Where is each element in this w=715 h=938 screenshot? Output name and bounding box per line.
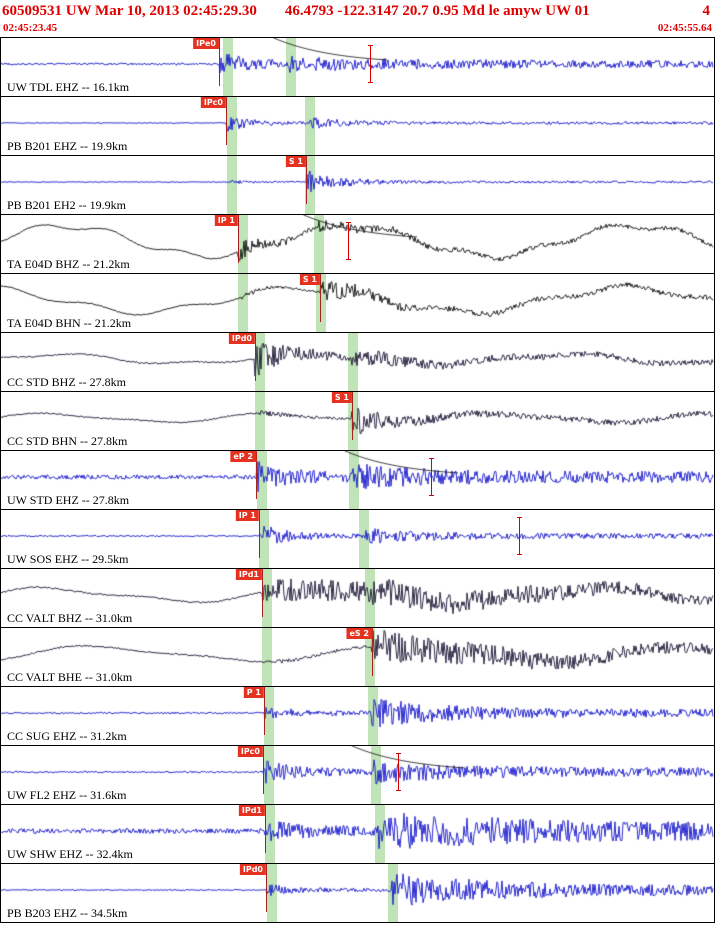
event-location-magnitude: 46.4793 -122.3147 20.7 0.95 Md le amyw U… — [284, 3, 590, 19]
trace-row-uw-sos-ehz[interactable]: IP 1 UW SOS EHZ -- 29.5km — [1, 510, 714, 569]
trace-row-uw-tdl-ehz[interactable]: IPe0 UW TDL EHZ -- 16.1km — [1, 38, 714, 97]
trace-label: UW SOS EHZ -- 29.5km — [7, 552, 129, 566]
trace-row-cc-valt-bhe[interactable]: eS 2 CC VALT BHE -- 31.0km — [1, 628, 714, 687]
waveform-pb-b203-ehz[interactable] — [1, 864, 714, 922]
phase-pick-flag[interactable]: IPd1 — [238, 805, 265, 816]
phase-pick-flag[interactable]: IPc0 — [200, 97, 226, 108]
phase-pick-flag[interactable]: S 1 — [331, 392, 352, 403]
phase-pick-line[interactable] — [238, 215, 239, 263]
waveform-ta-e04d-bhn[interactable] — [1, 274, 714, 332]
trace-label: CC VALT BHZ -- 31.0km — [7, 611, 133, 625]
trace-row-uw-shw-ehz[interactable]: IPd1 UW SHW EHZ -- 32.4km — [1, 805, 714, 864]
event-header: 60509531 UW Mar 10, 2013 02:45:29.30 46.… — [0, 0, 715, 21]
trace-label: CC VALT BHE -- 31.0km — [7, 670, 133, 684]
phase-pick-flag[interactable]: IPc0 — [237, 746, 263, 757]
phase-pick-line[interactable] — [264, 687, 265, 735]
trace-label: CC STD BHN -- 27.8km — [7, 434, 128, 448]
trace-row-cc-valt-bhz[interactable]: IPd1 CC VALT BHZ -- 31.0km — [1, 569, 714, 628]
trace-label: UW TDL EHZ -- 16.1km — [7, 80, 130, 94]
waveform-cc-std-bhn[interactable] — [1, 392, 714, 450]
phase-pick-line[interactable] — [226, 97, 227, 145]
phase-pick-flag[interactable]: S 1 — [285, 156, 306, 167]
phase-pick-flag[interactable]: P 1 — [243, 687, 264, 698]
phase-pick-line[interactable] — [320, 274, 321, 322]
amplitude-pick-line[interactable] — [429, 458, 434, 496]
time-window-bar: 02:45:23.45 02:45:55.64 — [0, 21, 715, 37]
phase-pick-flag[interactable]: eS 2 — [346, 628, 372, 639]
waveform-uw-sos-ehz[interactable] — [1, 510, 714, 568]
amplitude-pick-line[interactable] — [368, 45, 373, 83]
page-indicator: 4 — [702, 3, 711, 19]
phase-pick-line[interactable] — [265, 805, 266, 853]
trace-label: UW SHW EHZ -- 32.4km — [7, 847, 133, 861]
event-summary: 60509531 UW Mar 10, 2013 02:45:29.30 — [2, 3, 257, 19]
amplitude-pick-line[interactable] — [517, 517, 522, 555]
phase-pick-flag[interactable]: IP 1 — [214, 215, 238, 226]
trace-row-pb-b201-eh2[interactable]: S 1 PB B201 EH2 -- 19.9km — [1, 156, 714, 215]
trace-label: UW FL2 EHZ -- 31.6km — [7, 788, 127, 802]
trace-row-pb-b201-ehz[interactable]: IPc0 PB B201 EHZ -- 19.9km — [1, 97, 714, 156]
amplitude-pick-line[interactable] — [346, 222, 351, 260]
phase-pick-flag[interactable]: IPd0 — [228, 333, 255, 344]
waveform-uw-shw-ehz[interactable] — [1, 805, 714, 863]
waveform-uw-std-ehz[interactable] — [1, 451, 714, 509]
trace-row-uw-fl2-ehz[interactable]: IPc0 UW FL2 EHZ -- 31.6km — [1, 746, 714, 805]
trace-label: PB B203 EHZ -- 34.5km — [7, 906, 128, 920]
trace-label: CC STD BHZ -- 27.8km — [7, 375, 127, 389]
trace-row-cc-std-bhz[interactable]: IPd0 CC STD BHZ -- 27.8km — [1, 333, 714, 392]
phase-pick-line[interactable] — [259, 510, 260, 558]
trace-row-pb-b203-ehz[interactable]: IPd0 PB B203 EHZ -- 34.5km — [1, 864, 714, 923]
phase-pick-flag[interactable]: eP 2 — [230, 451, 256, 462]
waveform-uw-fl2-ehz[interactable] — [1, 746, 714, 804]
waveform-cc-std-bhz[interactable] — [1, 333, 714, 391]
window-end-time: 02:45:55.64 — [657, 22, 712, 34]
phase-pick-flag[interactable]: IPd1 — [235, 569, 262, 580]
phase-pick-line[interactable] — [266, 864, 267, 912]
waveform-ta-e04d-bhz[interactable] — [1, 215, 714, 273]
phase-pick-line[interactable] — [262, 569, 263, 617]
phase-pick-line[interactable] — [352, 392, 353, 440]
trace-label: TA E04D BHZ -- 21.2km — [7, 257, 130, 271]
amplitude-pick-line[interactable] — [396, 753, 401, 791]
trace-label: PB B201 EH2 -- 19.9km — [7, 198, 127, 212]
waveform-cc-valt-bhz[interactable] — [1, 569, 714, 627]
trace-row-ta-e04d-bhn[interactable]: S 1 TA E04D BHN -- 21.2km — [1, 274, 714, 333]
waveform-pb-b201-eh2[interactable] — [1, 156, 714, 214]
trace-row-cc-std-bhn[interactable]: S 1 CC STD BHN -- 27.8km — [1, 392, 714, 451]
phase-pick-flag[interactable]: IP 1 — [235, 510, 259, 521]
trace-label: TA E04D BHN -- 21.2km — [7, 316, 132, 330]
trace-list: IPe0 UW TDL EHZ -- 16.1km IPc0 PB B201 EHZ … — [0, 37, 715, 923]
phase-pick-flag[interactable]: IPe0 — [193, 38, 219, 49]
trace-label: UW STD EHZ -- 27.8km — [7, 493, 130, 507]
trace-row-uw-std-ehz[interactable]: eP 2 UW STD EHZ -- 27.8km — [1, 451, 714, 510]
phase-pick-line[interactable] — [255, 333, 256, 381]
phase-pick-line[interactable] — [256, 451, 257, 499]
phase-pick-line[interactable] — [306, 156, 307, 204]
phase-pick-line[interactable] — [263, 746, 264, 794]
phase-pick-line[interactable] — [372, 628, 373, 676]
phase-pick-flag[interactable]: S 1 — [299, 274, 320, 285]
trace-row-cc-sug-ehz[interactable]: P 1 CC SUG EHZ -- 31.2km — [1, 687, 714, 746]
trace-row-ta-e04d-bhz[interactable]: IP 1 TA E04D BHZ -- 21.2km — [1, 215, 714, 274]
window-start-time: 02:45:23.45 — [3, 22, 58, 34]
waveform-pb-b201-ehz[interactable] — [1, 97, 714, 155]
phase-pick-line[interactable] — [219, 38, 220, 86]
waveform-uw-tdl-ehz[interactable] — [1, 38, 714, 96]
phase-pick-flag[interactable]: IPd0 — [239, 864, 266, 875]
trace-label: PB B201 EHZ -- 19.9km — [7, 139, 128, 153]
waveform-cc-sug-ehz[interactable] — [1, 687, 714, 745]
trace-label: CC SUG EHZ -- 31.2km — [7, 729, 127, 743]
